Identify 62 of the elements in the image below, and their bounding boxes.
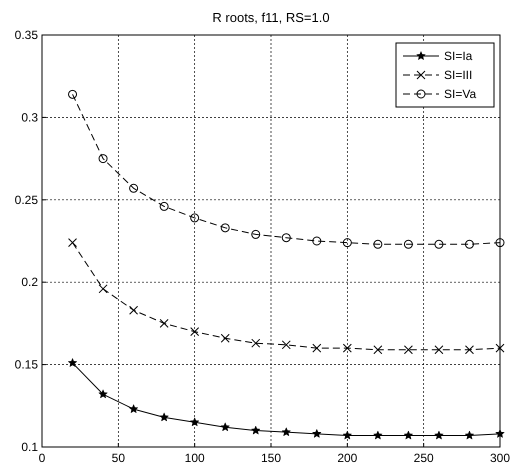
x-tick-label: 100 <box>184 451 205 465</box>
point <box>342 238 352 248</box>
point <box>251 338 260 348</box>
point <box>98 390 108 398</box>
point <box>129 306 138 315</box>
point <box>160 202 169 211</box>
point <box>464 240 474 249</box>
point <box>220 422 230 432</box>
point <box>312 236 322 246</box>
point <box>251 230 260 239</box>
point <box>68 238 78 248</box>
point <box>282 340 291 350</box>
x-tick-label: 200 <box>337 451 358 465</box>
point <box>312 344 322 353</box>
point <box>404 430 413 440</box>
point <box>129 404 138 413</box>
point <box>464 430 474 440</box>
y-tick-label: 0.3 <box>21 110 38 124</box>
point <box>404 345 413 354</box>
point <box>342 344 352 353</box>
x-tick-label: 250 <box>414 451 434 465</box>
point <box>98 284 108 294</box>
y-tick-label: 0.15 <box>14 358 38 372</box>
point <box>190 327 200 336</box>
x-tick-label: 0 <box>38 451 46 465</box>
point <box>312 429 322 438</box>
point <box>98 154 108 164</box>
legend-label: SI=Ia <box>444 49 473 63</box>
chart-title: R roots, f11, RS=1.0 <box>212 10 330 25</box>
point <box>373 240 382 249</box>
point <box>251 426 260 434</box>
point <box>373 430 382 440</box>
x-tick-label: 300 <box>490 451 510 465</box>
point <box>160 318 169 328</box>
point <box>342 430 352 440</box>
point <box>434 345 444 354</box>
point <box>220 223 230 232</box>
point <box>190 418 200 426</box>
legend-label: SI=III <box>444 68 472 82</box>
point <box>68 90 78 99</box>
point <box>190 213 200 222</box>
point <box>496 238 504 248</box>
point <box>495 429 505 438</box>
x-tick-label: 50 <box>112 451 126 465</box>
legend-label: SI=Va <box>444 87 476 101</box>
y-tick-label: 0.2 <box>21 275 38 290</box>
point <box>404 240 413 249</box>
point <box>129 184 138 193</box>
point <box>434 240 444 249</box>
point <box>282 427 291 436</box>
y-tick-label: 0.1 <box>21 440 38 454</box>
point <box>496 344 504 353</box>
point <box>373 345 382 354</box>
x-tick-label: 150 <box>260 451 282 465</box>
y-tick-label: 0.25 <box>14 192 38 207</box>
point <box>434 430 444 440</box>
point <box>282 233 291 242</box>
point <box>220 334 230 343</box>
point <box>68 358 78 367</box>
point <box>160 412 169 422</box>
y-tick-label: 0.35 <box>14 28 38 42</box>
point <box>464 345 474 354</box>
